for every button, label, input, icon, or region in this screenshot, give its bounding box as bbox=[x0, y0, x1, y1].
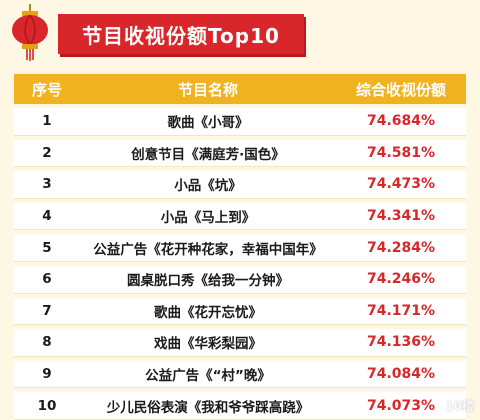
row-share: 74.073% bbox=[366, 397, 436, 414]
row-share: 74.341% bbox=[366, 208, 436, 225]
row-share: 74.581% bbox=[366, 144, 436, 161]
row-name: 创意节目《满庭芳·国色》 bbox=[131, 146, 285, 163]
row-share: 74.136% bbox=[366, 334, 436, 351]
row-rank: 5 bbox=[42, 239, 52, 256]
lantern-icon bbox=[12, 4, 48, 61]
row-rank: 1 bbox=[42, 113, 52, 130]
row-share: 74.473% bbox=[366, 176, 436, 193]
row-rank: 4 bbox=[42, 208, 52, 225]
row-share: 74.171% bbox=[366, 302, 436, 319]
row-share: 74.284% bbox=[366, 239, 436, 256]
row-name: 少儿民俗表演《我和爷爷踩高跷》 bbox=[106, 399, 310, 416]
row-rank: 8 bbox=[42, 334, 52, 351]
table-row: 8 戏曲《华彩梨园》 74.136% bbox=[14, 329, 466, 357]
header-rank: 序号 bbox=[31, 80, 62, 99]
row-rank: 3 bbox=[42, 176, 52, 193]
table-row: 6 圆桌脱口秀《给我一分钟》 74.246% bbox=[14, 265, 466, 294]
row-name: 戏曲《华彩梨园》 bbox=[154, 336, 262, 353]
row-rank: 10 bbox=[37, 397, 57, 414]
row-rank: 7 bbox=[42, 302, 52, 319]
ratings-table: 序号 节目名称 综合收视份额 1 歌曲《小哥》 74.684% 2 创意节目《满庭芳·国… bbox=[14, 74, 466, 420]
row-name: 小品《马上到》 bbox=[160, 210, 256, 227]
table-row: 2 创意节目《满庭芳·国色》 74.581% bbox=[14, 139, 466, 168]
row-name: 歌曲《小哥》 bbox=[167, 115, 249, 132]
table-header: 序号 节目名称 综合收视份额 bbox=[14, 74, 466, 104]
row-rank: 2 bbox=[42, 144, 52, 161]
table-row: 5 公益广告《花开种花家，幸福中国年》 74.284% bbox=[14, 234, 466, 262]
table-row: 3 小品《坑》 74.473% bbox=[14, 171, 466, 199]
table-row: 10 少儿民俗表演《我和爷爷踩高跷》 74.073% bbox=[14, 392, 466, 420]
row-name: 歌曲《花开忘忧》 bbox=[154, 304, 262, 321]
watermark: 10楼 bbox=[445, 399, 474, 413]
table-body: 1 歌曲《小哥》 74.684% 2 创意节目《满庭芳·国色》 74.581% 3 小品《坑》… bbox=[14, 108, 466, 420]
table-row: 1 歌曲《小哥》 74.684% bbox=[14, 108, 466, 136]
row-name: 公益广告《“村”晚》 bbox=[145, 368, 271, 385]
row-share: 74.084% bbox=[366, 366, 436, 383]
page-title: 节目收视份额Top10 bbox=[58, 14, 304, 54]
row-share: 74.684% bbox=[366, 113, 436, 130]
table-row: 7 歌曲《花开忘忧》 74.171% bbox=[14, 297, 466, 326]
row-rank: 6 bbox=[42, 271, 52, 288]
row-share: 74.246% bbox=[366, 271, 436, 288]
header-name: 节目名称 bbox=[177, 80, 238, 99]
row-name: 圆桌脱口秀《给我一分钟》 bbox=[127, 273, 289, 290]
table-row: 4 小品《马上到》 74.341% bbox=[14, 202, 466, 231]
row-name: 小品《坑》 bbox=[174, 178, 242, 195]
row-name: 公益广告《花开种花家，幸福中国年》 bbox=[93, 241, 323, 258]
row-rank: 9 bbox=[42, 366, 52, 383]
table-row: 9 公益广告《“村”晚》 74.084% bbox=[14, 360, 466, 389]
header-share: 综合收视份额 bbox=[355, 80, 446, 99]
